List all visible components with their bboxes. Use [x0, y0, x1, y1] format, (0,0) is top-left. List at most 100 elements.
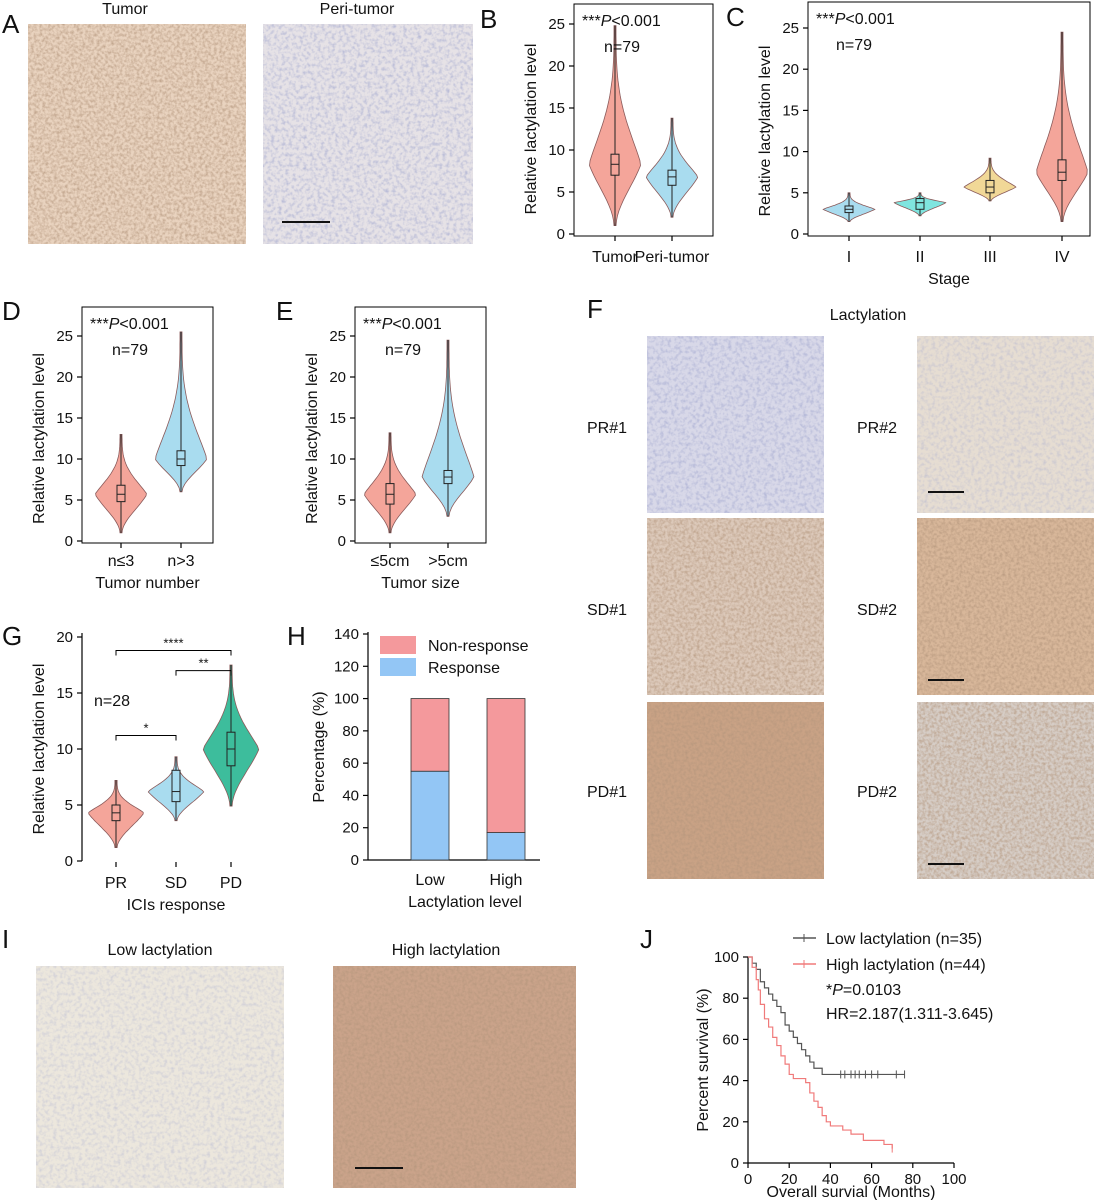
micrograph-sd2: [917, 518, 1094, 695]
plot-frame: [573, 3, 714, 237]
significance-label: **: [198, 656, 208, 671]
micrograph-pr2: [917, 336, 1094, 513]
category-label: n>3: [167, 553, 194, 570]
violin-IV: [1036, 31, 1088, 222]
legend-label-non-response: Non-response: [428, 638, 529, 655]
y-tick-label: 15: [56, 410, 73, 427]
violin-III: [963, 157, 1017, 202]
micrograph-label-high: High lactylation: [392, 942, 501, 959]
survival-curve-1: [748, 956, 893, 1149]
x-tick-label: 80: [904, 1171, 921, 1188]
x-axis-label: Tumor number: [95, 575, 200, 592]
category-label: IV: [1054, 249, 1069, 266]
violin-n≤3: [95, 434, 147, 534]
violin-box: [176, 450, 186, 467]
y-tick-label: 15: [782, 102, 799, 119]
x-tick-label: 100: [941, 1171, 966, 1188]
x-axis-label: Stage: [928, 271, 970, 288]
y-tick-label: 20: [56, 629, 73, 646]
panel-letter-j: J: [640, 924, 653, 954]
significance-bracket: [115, 649, 232, 656]
significance-bracket: [175, 670, 232, 676]
x-tick-label: 60: [863, 1171, 880, 1188]
row-label-sd2: SD#2: [857, 602, 897, 619]
x-axis-label: Tumor size: [381, 575, 460, 592]
category-label: High: [490, 872, 523, 889]
y-tick-label: 10: [782, 144, 799, 161]
x-tick-label: 20: [781, 1171, 798, 1188]
bar-response-Low: [410, 770, 450, 861]
y-tick-label: 5: [338, 492, 346, 509]
y-tick-label: 10: [56, 451, 73, 468]
y-tick-label: 20: [782, 61, 799, 78]
category-label: PD: [220, 875, 242, 892]
micrograph-title-lactylation: Lactylation: [830, 307, 907, 324]
legend-label-response: Response: [428, 660, 500, 677]
y-tick-label: 140: [334, 626, 359, 643]
chart-d-violin: 0 5 10 15 20 25 Relative lactylation level n≤3 n…: [31, 306, 214, 592]
micrograph-label-tumor: Tumor: [102, 1, 148, 18]
y-axis-label: Percent survival (%): [695, 988, 712, 1131]
legend-swatch-response: [380, 658, 416, 676]
micrograph-tumor: [28, 24, 246, 244]
y-tick-label: 25: [548, 16, 565, 33]
y-axis-label: Relative lactylation level: [31, 353, 48, 524]
y-tick-label: 5: [65, 797, 73, 814]
legend-label-0: Low lactylation (n=35): [826, 931, 982, 948]
x-tick-label: 0: [744, 1171, 752, 1188]
y-axis-label: Relative lactylation level: [757, 46, 774, 217]
y-tick-label: 15: [56, 685, 73, 702]
y-tick-label: 0: [65, 853, 73, 870]
y-tick-label: 60: [342, 755, 359, 772]
y-tick-label: 20: [722, 1114, 739, 1131]
significance-label: *: [143, 721, 148, 736]
category-label: n≤3: [108, 553, 135, 570]
row-label-sd1: SD#1: [587, 602, 627, 619]
panel-letter-f: F: [587, 294, 603, 324]
y-tick-label: 0: [351, 852, 359, 869]
p-value-annotation: *P=0.0103: [826, 982, 901, 999]
y-tick-label: 80: [342, 723, 359, 740]
y-tick-label: 5: [791, 185, 799, 202]
y-tick-label: 20: [329, 369, 346, 386]
p-value-annotation: ***P<0.001: [816, 11, 895, 28]
category-label: Low: [415, 872, 445, 889]
category-label: SD: [165, 875, 187, 892]
p-value-annotation: ***P<0.001: [363, 316, 442, 333]
significance-label: ****: [163, 635, 183, 650]
y-tick-label: 100: [714, 949, 739, 966]
hazard-ratio-annotation: HR=2.187(1.311-3.645): [826, 1006, 993, 1023]
legend-swatch-non-response: [380, 636, 416, 654]
micrograph-pd1: [647, 702, 824, 879]
chart-e-violin: 0 5 10 15 20 25 Relative lactylation level ≤5cm…: [304, 306, 487, 592]
row-label-pd1: PD#1: [587, 784, 627, 801]
violin->5cm: [421, 339, 475, 517]
violin-box: [915, 198, 925, 210]
panel-letter-g: G: [2, 621, 22, 651]
violin-PR: [88, 780, 144, 848]
x-axis-label: Lactylation level: [408, 894, 522, 911]
category-label: Peri-tumor: [635, 249, 710, 266]
x-axis-label: ICIs response: [127, 897, 226, 914]
violin-SD: [147, 756, 205, 822]
category-label: >5cm: [428, 553, 468, 570]
n-label: n=79: [112, 342, 148, 359]
violin-box: [116, 484, 126, 503]
y-tick-label: 20: [56, 369, 73, 386]
chart-j-survival: 0 20 40 60 80 100 0 20 40 60 80 100 Percent survival…: [695, 931, 993, 1200]
micrograph-low-lactylation: [36, 966, 284, 1188]
x-tick-label: 40: [822, 1171, 839, 1188]
micrograph-label-peri-tumor: Peri-tumor: [320, 1, 395, 18]
y-tick-label: 80: [722, 990, 739, 1007]
y-tick-label: 60: [722, 1031, 739, 1048]
violin-PD: [202, 664, 260, 807]
violin-Tumor: [589, 25, 641, 226]
chart-h-stacked-bar: 0 20 40 60 80 100 120 140 Percentage (%) Low High L…: [311, 626, 540, 911]
bar-non-response-High: [486, 698, 526, 833]
row-label-pd2: PD#2: [857, 784, 897, 801]
chart-b-violin: 0 5 10 15 20 25 Relative lactylation level Tumo…: [523, 3, 714, 266]
violin-box: [667, 169, 677, 186]
y-axis-label: Relative lactylation level: [523, 44, 540, 215]
violin-n>3: [155, 331, 207, 493]
